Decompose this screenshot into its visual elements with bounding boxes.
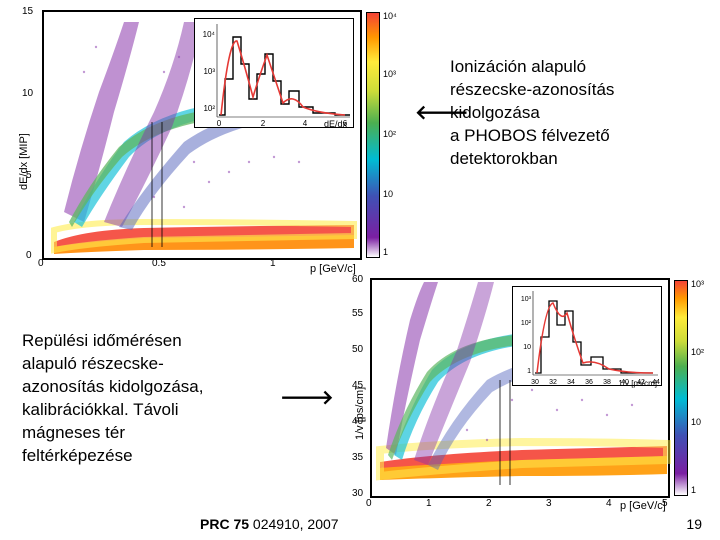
dedx-colorbar: 1 10 10² 10³ 10⁴ — [366, 12, 380, 258]
arrow-right-icon: 🡒 — [280, 385, 334, 410]
ytick: 5 — [26, 170, 32, 181]
cb-tick: 10³ — [383, 69, 396, 79]
tof-inset: 303234 363840 4244 110 10²10³ 1/v [ps/cm… — [512, 286, 662, 386]
cb-tick: 10⁴ — [383, 11, 397, 21]
text-line: Ionizáción alapuló — [450, 56, 705, 79]
dedx-xlabel: p [GeV/c] — [310, 263, 356, 275]
xtick: 0 — [38, 258, 44, 269]
xtick: 0.5 — [152, 258, 166, 269]
citation-rest: 024910, 2007 — [253, 516, 339, 532]
cb-tick: 10 — [383, 189, 393, 199]
cb-tick: 1 — [383, 247, 388, 257]
cb-tick: 10² — [383, 129, 396, 139]
inset-top-xlabel: dE/dx — [324, 119, 347, 129]
citation: PRC 75 024910, 2007 — [200, 516, 339, 532]
svg-text:10²: 10² — [203, 104, 215, 113]
tof-chart: 303234 363840 4244 110 10²10³ 1/v [ps/cm… — [370, 278, 670, 498]
text-line: mágneses tér — [22, 422, 262, 445]
dedx-inset-svg: 02 46 10²10³10⁴ — [195, 19, 355, 129]
tof-ylabel: 1/v [ps/cm] — [354, 387, 366, 440]
xtick: 4 — [606, 498, 612, 509]
tof-colorbar: 1 10 10² 10³ — [674, 280, 688, 496]
svg-text:30: 30 — [531, 379, 539, 386]
text-line: azonosítás kidolgozása, — [22, 376, 262, 399]
svg-text:4: 4 — [303, 119, 308, 128]
svg-text:10⁴: 10⁴ — [203, 30, 216, 39]
inset-bot-xlabel: 1/v [ps/cm] — [618, 379, 657, 388]
svg-text:36: 36 — [585, 379, 593, 386]
text-line: kidolgozása — [450, 102, 705, 125]
ytick: 50 — [352, 344, 363, 355]
ytick: 45 — [352, 380, 363, 391]
ytick: 10 — [22, 88, 33, 99]
tof-xlabel: p [GeV/c] — [620, 500, 666, 512]
svg-text:10³: 10³ — [521, 296, 532, 303]
citation-bold: PRC 75 — [200, 516, 249, 532]
ytick: 30 — [352, 488, 363, 499]
svg-text:0: 0 — [217, 119, 222, 128]
ytick: 35 — [352, 452, 363, 463]
cb-tick: 10 — [691, 417, 701, 427]
xtick: 2 — [486, 498, 492, 509]
ytick: 0 — [26, 250, 32, 261]
ytick: 55 — [352, 308, 363, 319]
xtick: 3 — [546, 498, 552, 509]
svg-text:34: 34 — [567, 379, 575, 386]
svg-text:32: 32 — [549, 379, 557, 386]
xtick: 0 — [366, 498, 372, 509]
text-line: detektorokban — [450, 148, 705, 171]
text-line: részecske-azonosítás — [450, 79, 705, 102]
text-line: Repülési időmérésen — [22, 330, 262, 353]
slide-number: 19 — [686, 516, 702, 532]
tof-text: Repülési időmérésen alapuló részecske- a… — [22, 330, 262, 468]
text-line: kalibrációkkal. Távoli — [22, 399, 262, 422]
svg-text:2: 2 — [261, 119, 266, 128]
xtick: 1 — [270, 258, 276, 269]
svg-text:10: 10 — [523, 344, 531, 351]
cb-tick: 1 — [691, 485, 696, 495]
svg-text:1: 1 — [527, 368, 531, 375]
cb-tick: 10³ — [691, 279, 704, 289]
ytick: 60 — [352, 274, 363, 285]
tof-inset-svg: 303234 363840 4244 110 10²10³ — [513, 287, 663, 387]
text-line: a PHOBOS félvezető — [450, 125, 705, 148]
ytick: 40 — [352, 416, 363, 427]
ytick: 15 — [22, 6, 33, 17]
text-line: feltérképezése — [22, 445, 262, 468]
dedx-ylabel: dE/dx [MIP] — [18, 133, 30, 190]
svg-text:38: 38 — [603, 379, 611, 386]
svg-text:10²: 10² — [521, 320, 532, 327]
cb-tick: 10² — [691, 347, 704, 357]
xtick: 1 — [426, 498, 432, 509]
svg-text:10³: 10³ — [203, 67, 215, 76]
dedx-chart: 02 46 10²10³10⁴ dE/dx — [42, 10, 362, 260]
dedx-inset: 02 46 10²10³10⁴ dE/dx — [194, 18, 354, 128]
ionization-text: Ionizáción alapuló részecske-azonosítás … — [450, 56, 705, 171]
text-line: alapuló részecske- — [22, 353, 262, 376]
xtick: 5 — [662, 498, 668, 509]
